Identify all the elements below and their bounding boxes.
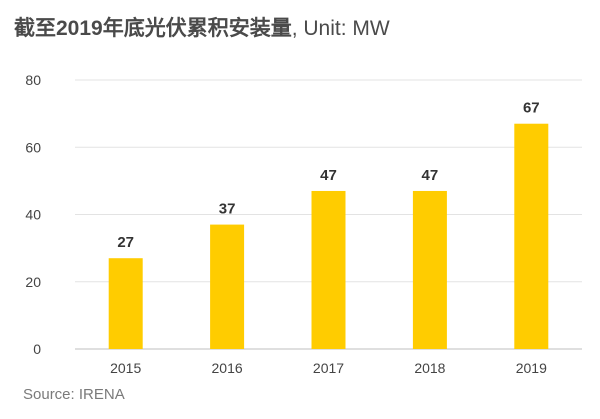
- chart-title-unit: , Unit: MW: [291, 17, 390, 40]
- y-tick-label: 80: [25, 72, 41, 88]
- chart-title: 截至2019年底光伏累积安装量, Unit: MW: [14, 14, 390, 44]
- x-tick-label: 2016: [212, 360, 243, 376]
- bar-value-label: 67: [523, 100, 540, 117]
- y-tick-label: 40: [25, 207, 41, 223]
- bars: [108, 123, 549, 350]
- y-tick-label: 0: [33, 341, 41, 357]
- y-tick-label: 20: [25, 274, 41, 290]
- x-tick-label: 2018: [414, 360, 445, 376]
- x-axis-ticks: 2015 2016 2017 2018 2019: [110, 360, 547, 376]
- chart-title-main: 截至2019年底光伏累积安装量: [14, 17, 292, 40]
- bar: [311, 190, 346, 349]
- x-tick-label: 2015: [110, 360, 141, 376]
- bar: [108, 258, 143, 349]
- bar: [210, 224, 245, 349]
- x-tick-label: 2019: [516, 360, 547, 376]
- bar-value-label: 37: [219, 201, 236, 218]
- x-tick-label: 2017: [313, 360, 344, 376]
- bar-value-label: 47: [320, 167, 337, 184]
- bar: [412, 190, 447, 349]
- bar: [514, 123, 549, 350]
- y-axis-ticks: 0 20 40 60 80: [25, 72, 41, 357]
- source-note: Source: IRENA: [23, 386, 125, 403]
- bar-value-label: 47: [422, 167, 439, 184]
- y-tick-label: 60: [25, 139, 41, 155]
- data-labels: 27 37 47 47 67: [117, 100, 540, 251]
- bar-value-label: 27: [117, 234, 134, 251]
